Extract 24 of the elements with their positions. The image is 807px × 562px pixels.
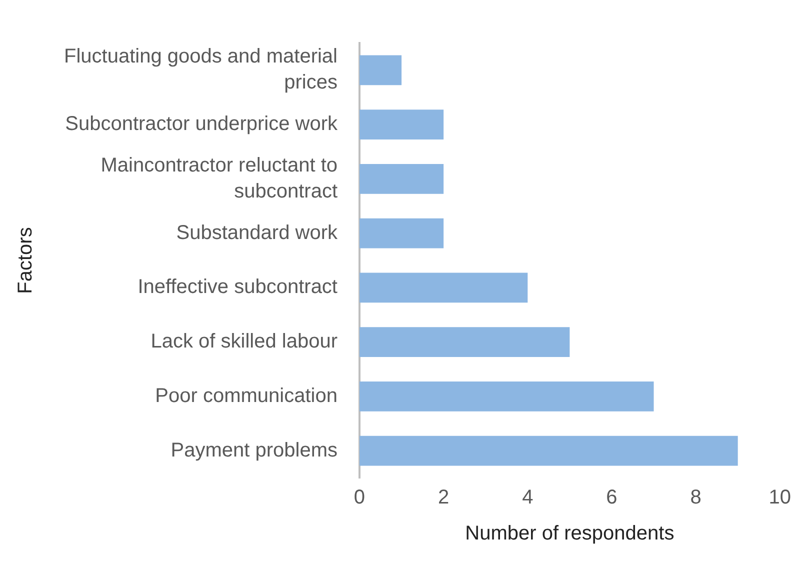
y-tick-label: Maincontractor reluctant to subcontract — [100, 154, 338, 202]
bar — [359, 55, 402, 86]
bar — [359, 381, 654, 412]
bar — [359, 272, 528, 303]
x-tick-label: 0 — [354, 486, 366, 509]
x-tick-label: 8 — [690, 486, 702, 509]
y-tick-label: Subcontractor underprice work — [65, 113, 338, 136]
y-tick-label: Lack of skilled labour — [150, 330, 338, 353]
y-tick-label: Fluctuating goods and material prices — [64, 46, 338, 94]
bar — [359, 110, 444, 140]
bar — [359, 164, 444, 194]
y-axis-title: Factors — [14, 227, 37, 294]
y-tick-label: Substandard work — [176, 222, 338, 244]
x-axis-title: Number of respondents — [465, 522, 674, 545]
bar — [359, 436, 738, 466]
bar — [359, 218, 444, 248]
x-tick-label: 2 — [438, 486, 450, 509]
y-tick-label: Poor communication — [155, 384, 338, 407]
x-tick-label: 10 — [768, 486, 791, 509]
bar — [359, 327, 570, 358]
x-tick-label: 6 — [606, 486, 618, 509]
y-tick-label: Ineffective subcontract — [138, 276, 338, 298]
y-tick-label: Payment problems — [170, 439, 338, 462]
x-tick-label: 4 — [522, 486, 534, 509]
